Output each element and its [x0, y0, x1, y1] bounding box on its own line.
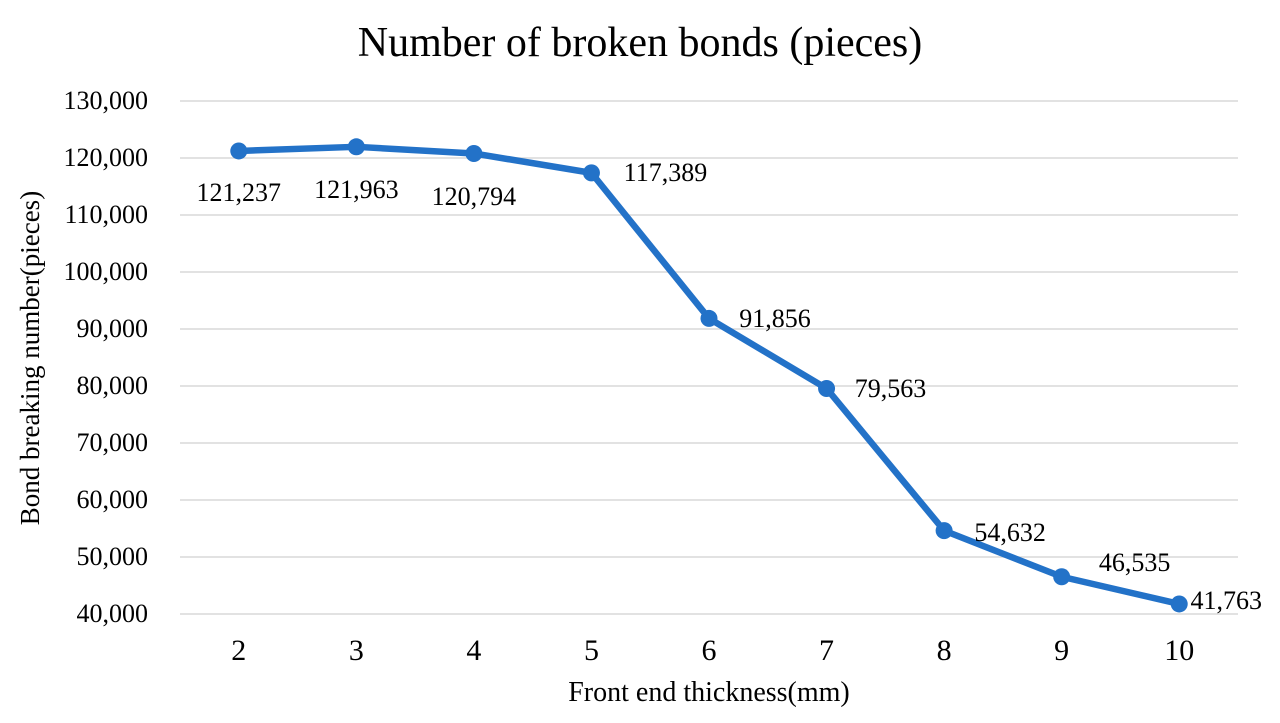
data-point-marker [582, 164, 600, 182]
data-point-marker [347, 138, 365, 156]
y-tick-label: 80,000 [76, 371, 149, 400]
y-tick-label: 110,000 [64, 200, 148, 229]
y-tick-label: 90,000 [76, 314, 149, 343]
y-tick-label: 50,000 [76, 542, 149, 571]
data-point-label: 121,237 [196, 177, 282, 207]
data-point-marker [230, 142, 248, 160]
y-tick-label: 100,000 [63, 257, 149, 286]
x-tick-label: 4 [466, 634, 482, 667]
x-tick-label: 7 [819, 634, 835, 667]
x-tick-label: 3 [348, 634, 364, 667]
x-tick-label: 5 [583, 634, 599, 667]
data-point-label: 91,856 [739, 304, 811, 334]
x-tick-label: 8 [936, 634, 952, 667]
data-point-label: 46,535 [1098, 547, 1171, 577]
data-point-label: 120,794 [431, 182, 517, 212]
y-tick-label: 60,000 [76, 485, 149, 514]
data-point-label: 54,632 [974, 517, 1046, 547]
y-tick-label: 70,000 [76, 428, 149, 457]
data-point-marker [465, 144, 483, 162]
data-point-label: 41,763 [1190, 585, 1262, 615]
data-point-marker [818, 379, 836, 397]
data-point-label: 117,389 [623, 157, 708, 187]
y-tick-label: 120,000 [63, 143, 149, 172]
data-point-marker [1053, 568, 1071, 586]
chart-title: Number of broken bonds (pieces) [357, 20, 923, 66]
data-point-marker [935, 522, 953, 540]
y-tick-label: 40,000 [76, 599, 149, 628]
data-point-label: 79,563 [854, 374, 927, 404]
x-tick-label: 10 [1164, 634, 1195, 667]
y-tick-label: 130,000 [63, 86, 149, 115]
data-point-marker [1170, 595, 1188, 613]
data-point-marker [700, 309, 718, 327]
data-point-label: 121,963 [314, 174, 399, 204]
x-tick-label: 9 [1054, 634, 1070, 667]
x-tick-label: 6 [701, 634, 717, 667]
x-tick-label: 2 [231, 634, 247, 667]
x-axis-title: Front end thickness(mm) [568, 677, 850, 708]
